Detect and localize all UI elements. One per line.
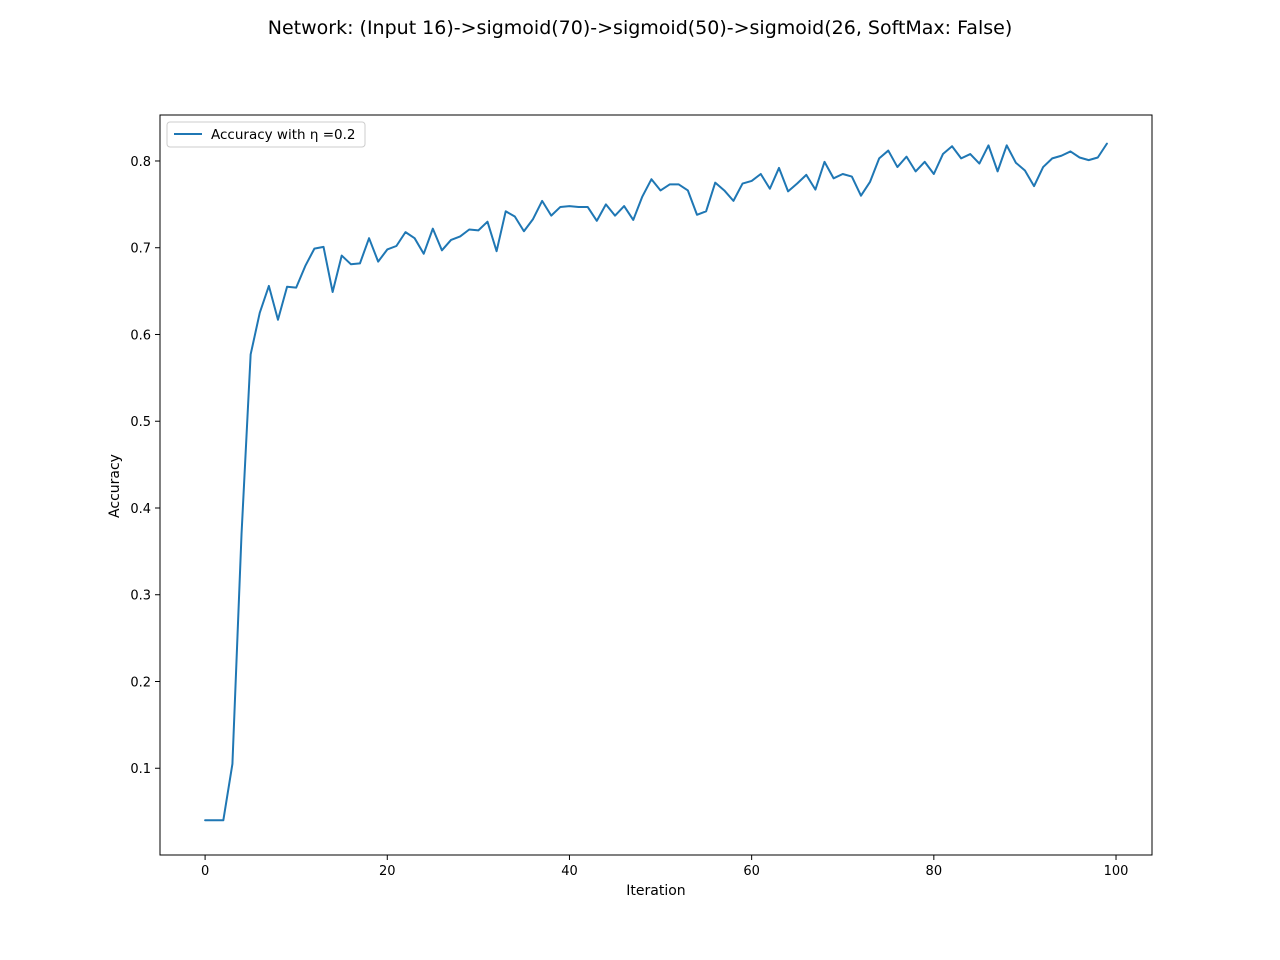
y-tick-label: 0.1	[130, 762, 151, 777]
plot-area	[204, 142, 1108, 822]
y-tick-label: 0.5	[130, 415, 151, 430]
y-tick-label: 0.3	[130, 589, 151, 604]
y-axis-label: Accuracy	[107, 454, 123, 518]
series-line-0	[204, 142, 1108, 822]
x-tick-label: 100	[1104, 864, 1129, 879]
legend-label: Accuracy with η =0.2	[211, 127, 356, 143]
x-tick-label: 0	[201, 864, 209, 879]
x-tick-label: 20	[379, 864, 396, 879]
x-tick-label: 40	[561, 864, 578, 879]
x-axis-label: Iteration	[626, 883, 685, 899]
y-tick-label: 0.2	[130, 675, 151, 690]
y-tick-label: 0.4	[130, 502, 151, 517]
legend: Accuracy with η =0.2	[166, 121, 366, 148]
chart-title: Network: (Input 16)->sigmoid(70)->sigmoi…	[268, 17, 1012, 39]
x-tick-label: 60	[743, 864, 760, 879]
axes-frame	[159, 114, 1153, 856]
y-tick-label: 0.7	[130, 242, 151, 257]
x-tick-label: 80	[926, 864, 943, 879]
y-tick-label: 0.6	[130, 328, 151, 343]
y-axis: 0.1 0.2 0.3 0.4 0.5 0.6 0.7 0.8	[130, 155, 160, 777]
y-tick-label: 0.8	[130, 155, 151, 170]
legend-box	[166, 121, 366, 148]
x-axis: 0 20 40 60 80 100	[201, 855, 1128, 879]
